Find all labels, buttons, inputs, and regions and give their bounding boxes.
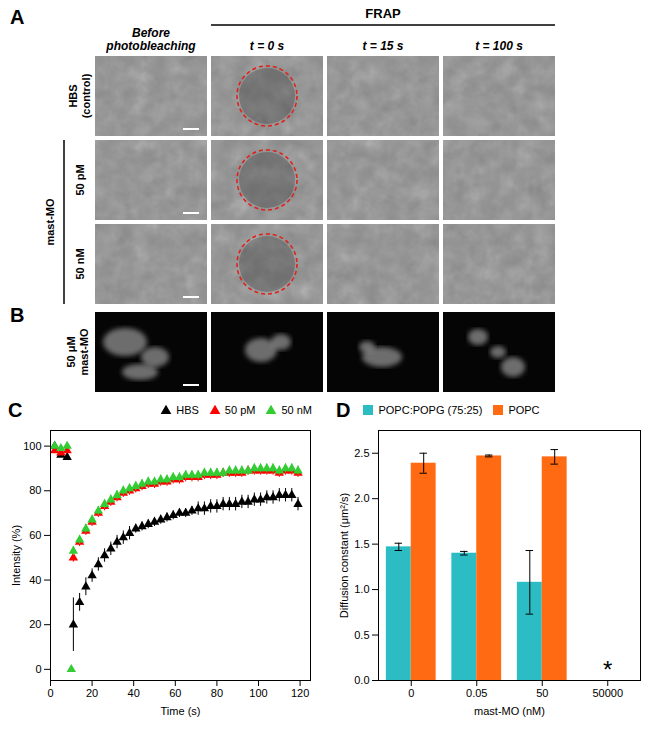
- html-text:HBS: HBS: [176, 404, 199, 416]
- svg-text:0.5: 0.5: [354, 629, 369, 641]
- svg-text:t = 15 s: t = 15 s: [362, 39, 403, 53]
- svg-text:20: 20: [86, 687, 98, 699]
- svg-text:2.0: 2.0: [354, 492, 369, 504]
- svg-text:40: 40: [29, 574, 41, 586]
- svg-text:40: 40: [128, 687, 140, 699]
- svg-text:50 nM: 50 nM: [74, 248, 86, 279]
- svg-text:mast-MO: mast-MO: [44, 198, 56, 246]
- svg-text:50 pM: 50 pM: [74, 164, 86, 195]
- svg-text:50000: 50000: [592, 687, 623, 699]
- svg-text:Diffusion constant (μm²/s): Diffusion constant (μm²/s): [338, 493, 350, 618]
- svg-text:60: 60: [169, 687, 181, 699]
- svg-text:1.0: 1.0: [354, 583, 369, 595]
- svg-text:0: 0: [408, 687, 414, 699]
- svg-text:Beforephotobleaching: Beforephotobleaching: [105, 26, 196, 53]
- html-text:50 nM: 50 nM: [281, 404, 312, 416]
- svg-text:20: 20: [29, 618, 41, 630]
- svg-text:0: 0: [35, 663, 41, 675]
- svg-text:50: 50: [536, 687, 548, 699]
- svg-text:100: 100: [249, 687, 267, 699]
- html-text:D: D: [336, 398, 351, 421]
- svg-text:100: 100: [23, 440, 41, 452]
- svg-text:120: 120: [291, 687, 309, 699]
- svg-text:60: 60: [29, 529, 41, 541]
- svg-text:mast-MO (nM): mast-MO (nM): [474, 705, 545, 717]
- svg-text:0: 0: [47, 687, 53, 699]
- html-text:50 pM: 50 pM: [224, 404, 256, 416]
- svg-text:t = 0 s: t = 0 s: [250, 39, 285, 53]
- svg-text:t = 100 s: t = 100 s: [475, 39, 523, 53]
- svg-text:Intensity (%): Intensity (%): [10, 525, 22, 586]
- svg-text:*: *: [603, 656, 612, 683]
- svg-text:2.5: 2.5: [354, 447, 369, 459]
- svg-text:0.05: 0.05: [466, 687, 487, 699]
- svg-text:80: 80: [29, 484, 41, 496]
- html-text:POPC:POPG (75:25): POPC:POPG (75:25): [378, 404, 483, 416]
- svg-text:50 μMmast-MO: 50 μMmast-MO: [65, 328, 90, 376]
- svg-text:FRAP: FRAP: [365, 6, 401, 21]
- svg-text:80: 80: [211, 687, 223, 699]
- html-text:C: C: [8, 398, 23, 421]
- svg-text:0.0: 0.0: [354, 674, 369, 686]
- svg-text:1.5: 1.5: [354, 538, 369, 550]
- svg-text:A: A: [10, 6, 24, 28]
- svg-text:B: B: [10, 304, 24, 326]
- svg-text:Time (s): Time (s): [161, 705, 201, 717]
- html-text:POPC: POPC: [508, 404, 540, 416]
- svg-text:HBS(control): HBS(control): [67, 73, 92, 118]
